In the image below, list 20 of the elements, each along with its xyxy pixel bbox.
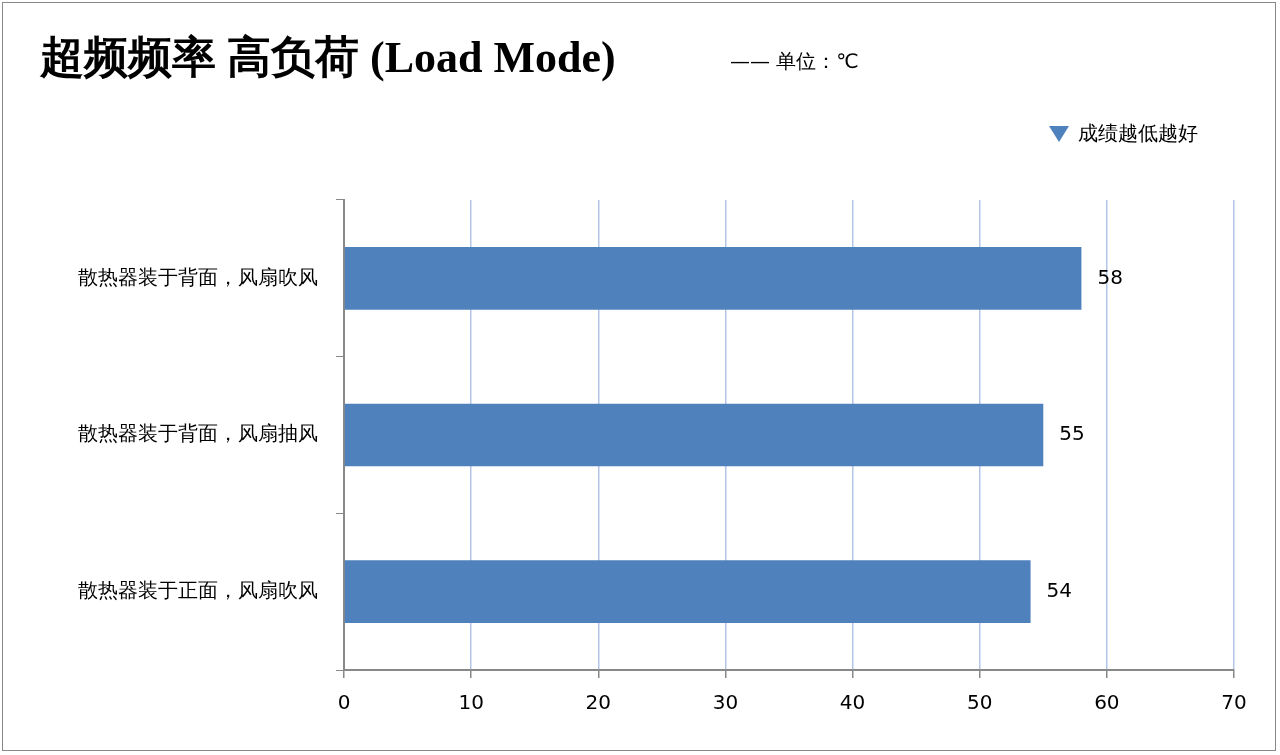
data-label: 55 [1059, 421, 1085, 446]
text: 成绩越低越好 [1078, 120, 1198, 147]
y-tick-label: 散热器装于正面，风扇吹风 [78, 577, 318, 602]
x-tick-label: 70 [1221, 690, 1247, 715]
bar [344, 247, 1082, 310]
x-tick-label: 10 [458, 690, 484, 715]
y-tick-label: 散热器装于背面，风扇吹风 [78, 264, 318, 289]
data-label: 58 [1097, 264, 1123, 289]
x-tick-label: 20 [585, 690, 612, 715]
x-tick-label: 30 [712, 690, 739, 715]
data-label: 54 [1046, 577, 1073, 602]
x-tick-label: 40 [839, 690, 866, 715]
bar [344, 560, 1031, 623]
chart-subtitle: —— 单位：℃ [730, 48, 859, 75]
x-tick-label: 60 [1094, 690, 1120, 715]
x-tick-label: 0 [337, 690, 351, 715]
x-tick-label: 50 [966, 690, 993, 715]
y-tick-label: 散热器装于背面，风扇抽风 [78, 421, 318, 446]
bar [344, 403, 1044, 467]
chart-title: 超频频率 高负荷 (Load Mode) [40, 32, 616, 84]
